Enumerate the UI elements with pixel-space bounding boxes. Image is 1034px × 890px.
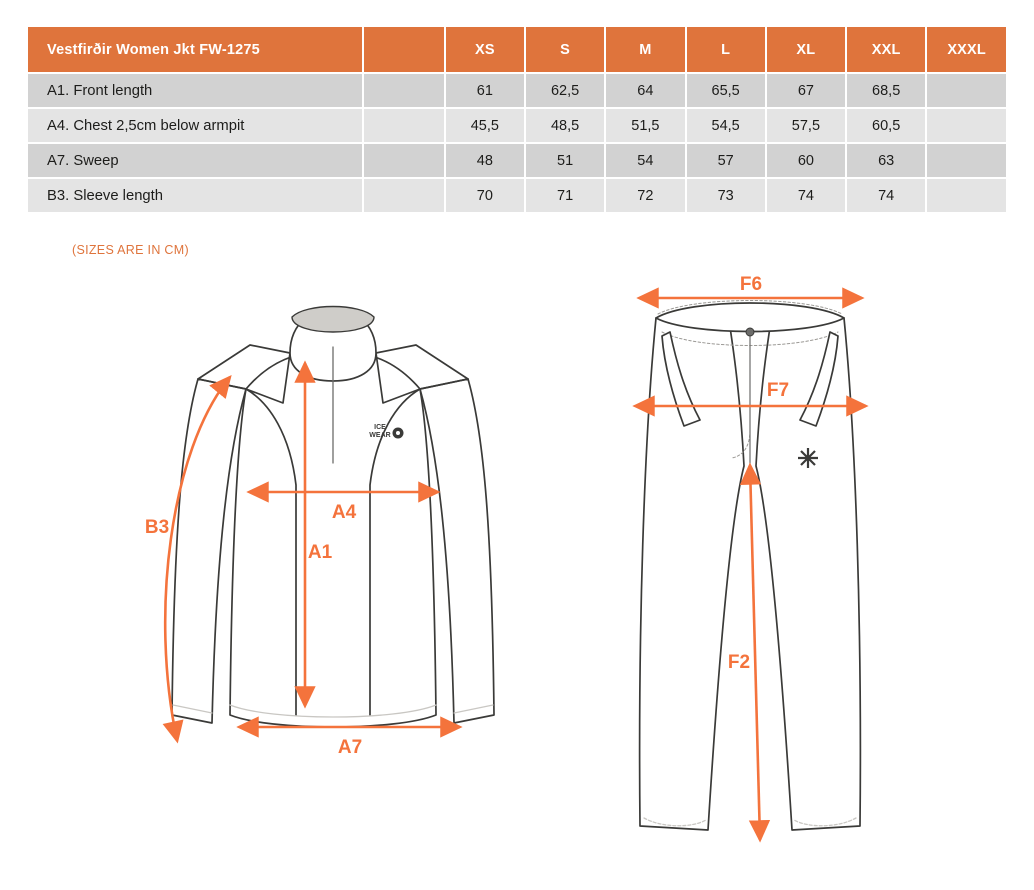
row-label: A7. Sweep	[28, 144, 363, 177]
measure-a4-chest: A4	[246, 481, 441, 523]
cell-l: 65,5	[686, 74, 765, 107]
cell-s: 71	[525, 179, 605, 212]
f2-label: F2	[728, 652, 750, 673]
f6-label: F6	[740, 274, 762, 295]
cell-l: 57	[686, 144, 765, 177]
column-header-xs: XS	[445, 27, 524, 72]
cell-s: 51	[525, 144, 605, 177]
cell-m: 64	[606, 74, 685, 107]
row-label: B3. Sleeve length	[28, 179, 363, 212]
product-title-cell: Vestfirðir Women Jkt FW-1275	[28, 27, 363, 72]
cell-m: 51,5	[606, 109, 685, 142]
cell-xs: 61	[445, 74, 524, 107]
cell-xl: 60	[766, 144, 846, 177]
cell-xl: 67	[766, 74, 846, 107]
cell-s: 62,5	[525, 74, 605, 107]
cell-xxxl	[927, 179, 1006, 212]
column-header-l: L	[686, 27, 765, 72]
cell-blank	[364, 74, 444, 107]
cell-xs: 45,5	[445, 109, 524, 142]
cell-xl: 57,5	[766, 109, 846, 142]
row-label: A1. Front length	[28, 74, 363, 107]
cell-m: 72	[606, 179, 685, 212]
a7-label: A7	[338, 737, 362, 758]
column-header-s: S	[525, 27, 605, 72]
pants-illustration: F6 F7 F2	[632, 274, 869, 843]
measure-a7-sweep: A7	[236, 716, 463, 758]
cell-blank	[364, 144, 444, 177]
cell-xxl: 60,5	[847, 109, 926, 142]
size-table: Vestfirðir Women Jkt FW-1275 XS S M L XL…	[26, 25, 1008, 214]
table-row: A7. Sweep 48 51 54 57 60 63	[28, 144, 1006, 177]
cell-xxl: 74	[847, 179, 926, 212]
cell-l: 54,5	[686, 109, 765, 142]
cell-blank	[364, 179, 444, 212]
a1-label: A1	[308, 542, 333, 563]
column-header-blank	[364, 27, 444, 72]
pants-right-hem	[793, 817, 857, 827]
cell-xl: 74	[766, 179, 846, 212]
table-row: A1. Front length 61 62,5 64 65,5 67 68,5	[28, 74, 1006, 107]
column-header-xxl: XXL	[847, 27, 926, 72]
logo-text-ice: ICE	[374, 424, 386, 431]
measure-a1-front-length: A1	[294, 360, 333, 709]
jacket-collar-inner	[291, 305, 375, 333]
logo-text-wear: WEAR	[369, 432, 390, 439]
cell-xs: 70	[445, 179, 524, 212]
column-header-xxxl: XXXL	[927, 27, 1006, 72]
cell-xxxl	[927, 109, 1006, 142]
jacket-right-sleeve	[419, 378, 495, 724]
pants-waistband	[655, 302, 845, 333]
b3-arrow	[162, 374, 232, 744]
table-body: A1. Front length 61 62,5 64 65,5 67 68,5…	[28, 74, 1006, 212]
cell-l: 73	[686, 179, 765, 212]
measure-b3-sleeve-length: B3	[145, 374, 232, 744]
jacket-illustration: ICE WEAR A4 A1 A7 B3	[145, 305, 495, 758]
f7-label: F7	[767, 380, 789, 401]
table-header: Vestfirðir Women Jkt FW-1275 XS S M L XL…	[28, 27, 1006, 72]
snowflake-icon	[798, 448, 818, 468]
jacket-right-raglan-seam	[369, 388, 421, 716]
cell-xxl: 63	[847, 144, 926, 177]
measure-f2-inseam: F2	[728, 462, 771, 843]
cell-xxxl	[927, 74, 1006, 107]
measure-f7-hip: F7	[632, 380, 869, 417]
column-header-m: M	[606, 27, 685, 72]
b3-label: B3	[145, 517, 169, 538]
cell-xs: 48	[445, 144, 524, 177]
units-note: (SIZES ARE IN CM)	[72, 243, 189, 257]
pants-left-hem	[643, 817, 707, 827]
table-row: B3. Sleeve length 70 71 72 73 74 74	[28, 179, 1006, 212]
pants-button-icon	[745, 327, 755, 337]
table-header-row: Vestfirðir Women Jkt FW-1275 XS S M L XL…	[28, 27, 1006, 72]
cell-xxxl	[927, 144, 1006, 177]
cell-xxl: 68,5	[847, 74, 926, 107]
logo-emblem-center	[396, 431, 400, 435]
cell-s: 48,5	[525, 109, 605, 142]
cell-m: 54	[606, 144, 685, 177]
ice-wear-logo: ICE WEAR	[369, 424, 404, 439]
a4-label: A4	[332, 502, 357, 523]
f2-arrow	[739, 462, 771, 843]
column-header-xl: XL	[766, 27, 846, 72]
pants-left-leg	[638, 313, 745, 831]
jacket-right-cuff	[453, 704, 494, 714]
row-label: A4. Chest 2,5cm below armpit	[28, 109, 363, 142]
jacket-left-yoke	[197, 344, 291, 404]
pants-garment-drawing	[638, 300, 862, 831]
measure-f6-waist: F6	[636, 274, 865, 309]
table-row: A4. Chest 2,5cm below armpit 45,5 48,5 5…	[28, 109, 1006, 142]
cell-blank	[364, 109, 444, 142]
jacket-right-yoke	[375, 344, 469, 404]
